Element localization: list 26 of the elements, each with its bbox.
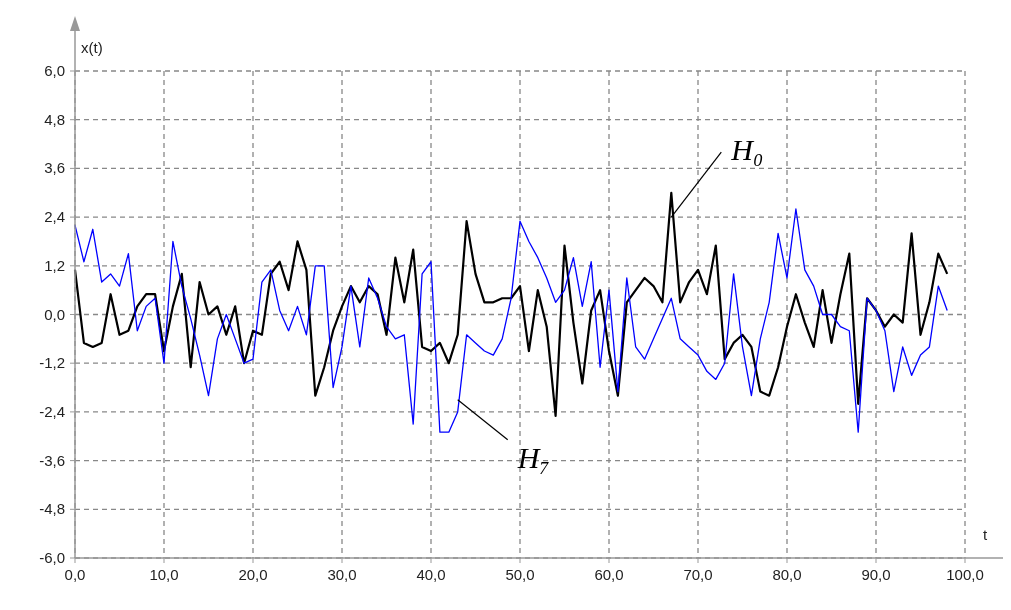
x-tick-label: 20,0 bbox=[238, 566, 268, 583]
y-tick-label: 1,2 bbox=[44, 256, 65, 274]
x-tick-label: 90,0 bbox=[861, 566, 891, 583]
x-tick-label: 50,0 bbox=[505, 566, 535, 583]
annotation: H₀ bbox=[730, 133, 764, 167]
y-tick-label: 0,0 bbox=[44, 305, 65, 323]
y-tick-label: -6,0 bbox=[39, 549, 65, 566]
x-tick-label: 70,0 bbox=[683, 566, 713, 583]
y-tick-label: 6,0 bbox=[44, 62, 65, 79]
y-tick-label: -1,2 bbox=[39, 354, 65, 372]
x-tick-label: 10,0 bbox=[149, 566, 179, 583]
x-tick-label: 30,0 bbox=[327, 566, 357, 583]
y-tick-label: 2,4 bbox=[44, 208, 65, 226]
x-tick-label: 40,0 bbox=[416, 566, 446, 583]
x-tick-label: 0,0 bbox=[64, 566, 86, 583]
x-tick-label: 100,0 bbox=[946, 566, 984, 583]
y-tick-label: 4,8 bbox=[44, 110, 65, 128]
x-axis-title: t bbox=[983, 526, 988, 543]
y-tick-label: 3,6 bbox=[44, 159, 65, 177]
annotation: H₇ bbox=[516, 440, 550, 474]
x-tick-label: 60,0 bbox=[594, 566, 624, 583]
y-axis-title: x(t) bbox=[81, 39, 103, 56]
y-tick-label: -2,4 bbox=[39, 402, 65, 420]
y-tick-label: -4,8 bbox=[39, 500, 65, 518]
y-tick-label: -3,6 bbox=[39, 451, 65, 469]
x-tick-label: 80,0 bbox=[772, 566, 802, 583]
